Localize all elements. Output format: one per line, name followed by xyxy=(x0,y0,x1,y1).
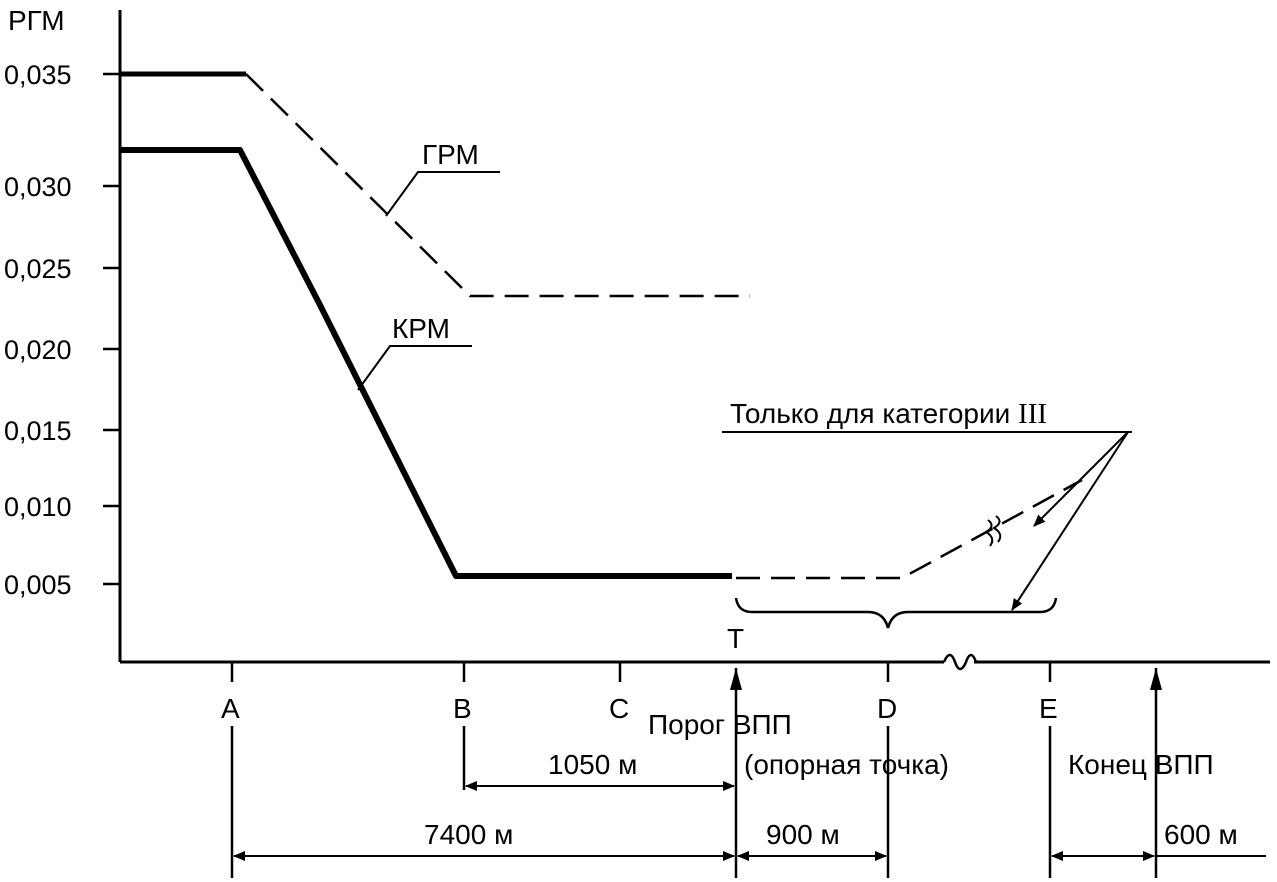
x-label-c: C xyxy=(609,693,629,724)
threshold-label-line2: (опорная точка) xyxy=(744,749,949,780)
cat3-leader-to-brace xyxy=(1011,431,1129,611)
dim-label-a-t: 7400 м xyxy=(424,819,513,850)
y-tick-label: 0,015 xyxy=(4,416,72,446)
cat3-brace xyxy=(734,597,1058,629)
krm-label: КРМ xyxy=(392,313,450,344)
krm-leader xyxy=(357,345,472,391)
cat3-note-roman: III xyxy=(1018,398,1047,430)
x-ticks xyxy=(230,662,1052,682)
y-tick-label: 0,025 xyxy=(4,254,72,284)
grm-dashed-curve xyxy=(245,73,750,298)
x-label-t: T xyxy=(727,623,744,654)
y-tick-label: 0,030 xyxy=(4,172,72,202)
y-tick-label: 0,020 xyxy=(4,335,72,365)
axis-break-mark xyxy=(942,653,978,671)
grm-label: ГРМ xyxy=(422,139,479,170)
y-ticks xyxy=(103,72,120,586)
threshold-label-line1: Порог ВПП xyxy=(648,709,792,740)
y-tick-label: 0,010 xyxy=(4,492,72,522)
x-label-d: D xyxy=(877,693,897,724)
y-tick-label: 0,035 xyxy=(4,60,72,90)
dim-label-t-d: 900 м xyxy=(766,819,840,850)
runway-end-label: Конец ВПП xyxy=(1068,749,1214,780)
krm-cat3-extension xyxy=(736,478,1083,580)
grm-leader xyxy=(385,171,500,217)
cat3-leader-to-curve xyxy=(1033,431,1129,527)
x-label-a: A xyxy=(221,693,240,724)
y-tick-labels: 0,035 0,030 0,025 0,020 0,015 0,010 0,00… xyxy=(4,60,72,600)
x-label-b: B xyxy=(453,693,472,724)
y-tick-label: 0,005 xyxy=(4,570,72,600)
cat3-note: Только для категории III xyxy=(730,398,1047,430)
cat3-break-mark xyxy=(992,515,1002,543)
cat3-break-mark xyxy=(984,519,994,547)
y-axis-title: РГМ xyxy=(8,5,65,36)
dim-label-b-t: 1050 м xyxy=(548,749,637,780)
cat3-note-text: Только для категории xyxy=(730,398,1018,429)
dim-label-e-end: 600 м xyxy=(1164,819,1238,850)
x-label-e: E xyxy=(1039,693,1058,724)
krm-curve xyxy=(120,147,732,579)
